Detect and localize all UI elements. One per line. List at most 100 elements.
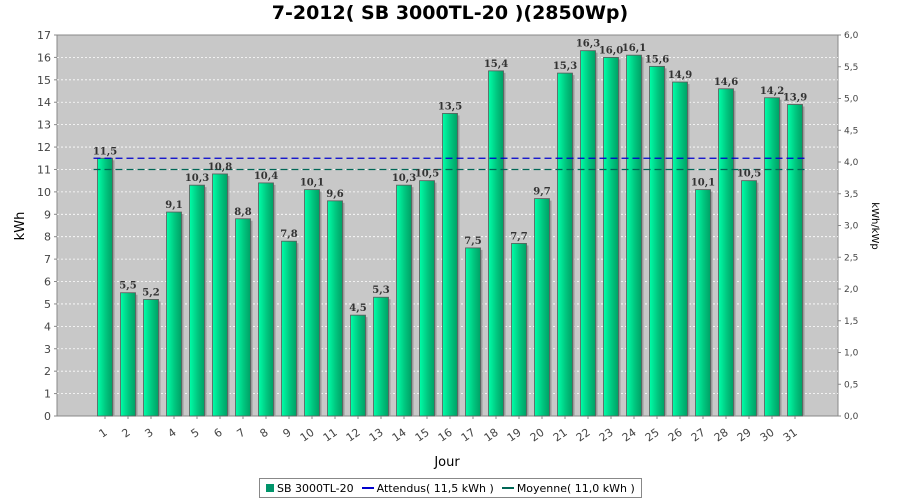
bar-value-label: 4,5 [349, 303, 366, 314]
y2-tick-label: 2,5 [844, 253, 858, 263]
bar [764, 97, 780, 417]
legend-item-series: SB 3000TL-20 [266, 482, 354, 495]
x-tick-label: 22 [574, 426, 593, 445]
bar [396, 184, 412, 417]
y2-tick-label: 1,0 [844, 349, 859, 359]
x-tick-label: 13 [367, 426, 386, 445]
x-tick-label: 29 [735, 426, 754, 445]
y2-tick-label: 0,5 [844, 380, 858, 390]
legend-item-attendus: Attendus( 11,5 kWh ) [361, 482, 494, 495]
x-tick-label: 18 [482, 426, 501, 445]
y2-tick-label: 0,0 [844, 412, 859, 422]
x-tick-label: 30 [758, 426, 777, 445]
bar-value-label: 13,9 [783, 92, 807, 103]
y-tick-label: 14 [37, 96, 51, 109]
y-tick-label: 6 [44, 276, 51, 289]
bar-value-label: 10,1 [300, 178, 324, 189]
legend-label-moyenne: Moyenne( 11,0 kWh ) [516, 481, 635, 495]
bar [304, 189, 320, 417]
bar [465, 247, 481, 417]
y-tick-label: 13 [37, 119, 51, 132]
y-tick-label: 3 [44, 343, 51, 356]
x-axis-title: Jour [433, 455, 460, 470]
bar-value-label: 10,3 [392, 173, 416, 184]
y-tick-label: 12 [37, 141, 51, 154]
bar-value-label: 10,1 [691, 178, 715, 189]
bar [143, 299, 159, 417]
bar-value-label: 15,4 [484, 59, 508, 70]
x-tick-label: 2 [120, 426, 133, 441]
bar [695, 189, 711, 417]
legend-item-moyenne: Moyenne( 11,0 kWh ) [501, 481, 635, 495]
x-tick-label: 19 [505, 426, 524, 445]
bar-value-label: 10,5 [737, 169, 761, 180]
bar-value-label: 10,3 [185, 173, 209, 184]
y-tick-label: 4 [44, 320, 51, 333]
y-tick-label: 10 [37, 186, 51, 199]
x-tick-label: 6 [212, 426, 225, 441]
x-tick-label: 16 [436, 426, 455, 445]
x-tick-label: 10 [298, 426, 317, 445]
y2-tick-label: 4,0 [844, 158, 859, 168]
bar-value-label: 16,1 [622, 43, 646, 54]
bar [649, 65, 665, 417]
bar-value-label: 7,5 [464, 236, 481, 247]
legend-label-series: SB 3000TL-20 [277, 481, 354, 495]
x-tick-label: 24 [620, 426, 639, 445]
y2-tick-label: 3,0 [844, 222, 859, 232]
bar-value-label: 10,4 [254, 171, 278, 182]
x-tick-label: 20 [528, 426, 547, 445]
bar [258, 182, 274, 417]
bar-value-label: 10,5 [415, 169, 439, 180]
y2-axis-title: kWh/kWp [869, 202, 880, 249]
y-tick-label: 7 [44, 253, 51, 266]
bar [741, 180, 757, 417]
bar-value-label: 14,6 [714, 77, 738, 88]
bar [373, 296, 389, 417]
legend-swatch-series [266, 484, 274, 492]
x-tick-label: 28 [712, 426, 731, 445]
bar-value-label: 7,8 [280, 229, 297, 240]
y-axis-title: kWh [13, 212, 28, 241]
bar [166, 211, 182, 417]
bar-value-label: 14,9 [668, 70, 692, 81]
bar [603, 57, 619, 417]
bar [511, 243, 527, 417]
bar-value-label: 16,0 [599, 45, 623, 56]
bar [580, 50, 596, 417]
bar [718, 88, 734, 417]
y2-tick-label: 1,5 [844, 317, 858, 327]
bar-value-label: 15,3 [553, 61, 577, 72]
y2-tick-label: 2,0 [844, 285, 859, 295]
y-tick-label: 11 [37, 163, 51, 176]
bar [557, 72, 573, 417]
bar [672, 81, 688, 417]
bar-value-label: 7,7 [510, 231, 527, 242]
bar [350, 314, 366, 417]
x-tick-label: 7 [235, 426, 248, 441]
chart-title: 7-2012( SB 3000TL-20 )(2850Wp) [271, 2, 629, 24]
y2-tick-label: 5,0 [844, 95, 859, 105]
y-tick-label: 16 [37, 51, 51, 64]
y-tick-label: 8 [44, 231, 51, 244]
bar-value-label: 15,6 [645, 54, 669, 65]
bar-value-label: 9,6 [326, 189, 343, 200]
bar [488, 70, 504, 417]
x-tick-label: 8 [258, 426, 271, 441]
bar-value-label: 9,1 [165, 200, 182, 211]
bar [189, 184, 205, 417]
bar [97, 157, 113, 417]
bar [281, 240, 297, 417]
bar [626, 54, 642, 417]
bar [235, 218, 251, 417]
y2-tick-label: 6,0 [844, 31, 859, 41]
bar-value-label: 8,8 [234, 207, 251, 218]
x-tick-label: 27 [689, 426, 708, 445]
x-tick-label: 11 [321, 426, 340, 445]
bar-value-label: 5,2 [142, 287, 159, 298]
bar [534, 198, 550, 417]
x-tick-label: 23 [597, 426, 616, 445]
x-tick-label: 1 [97, 426, 110, 441]
bar [787, 104, 803, 417]
bar-chart: 11,55,55,29,110,310,88,810,47,810,19,64,… [13, 29, 880, 470]
